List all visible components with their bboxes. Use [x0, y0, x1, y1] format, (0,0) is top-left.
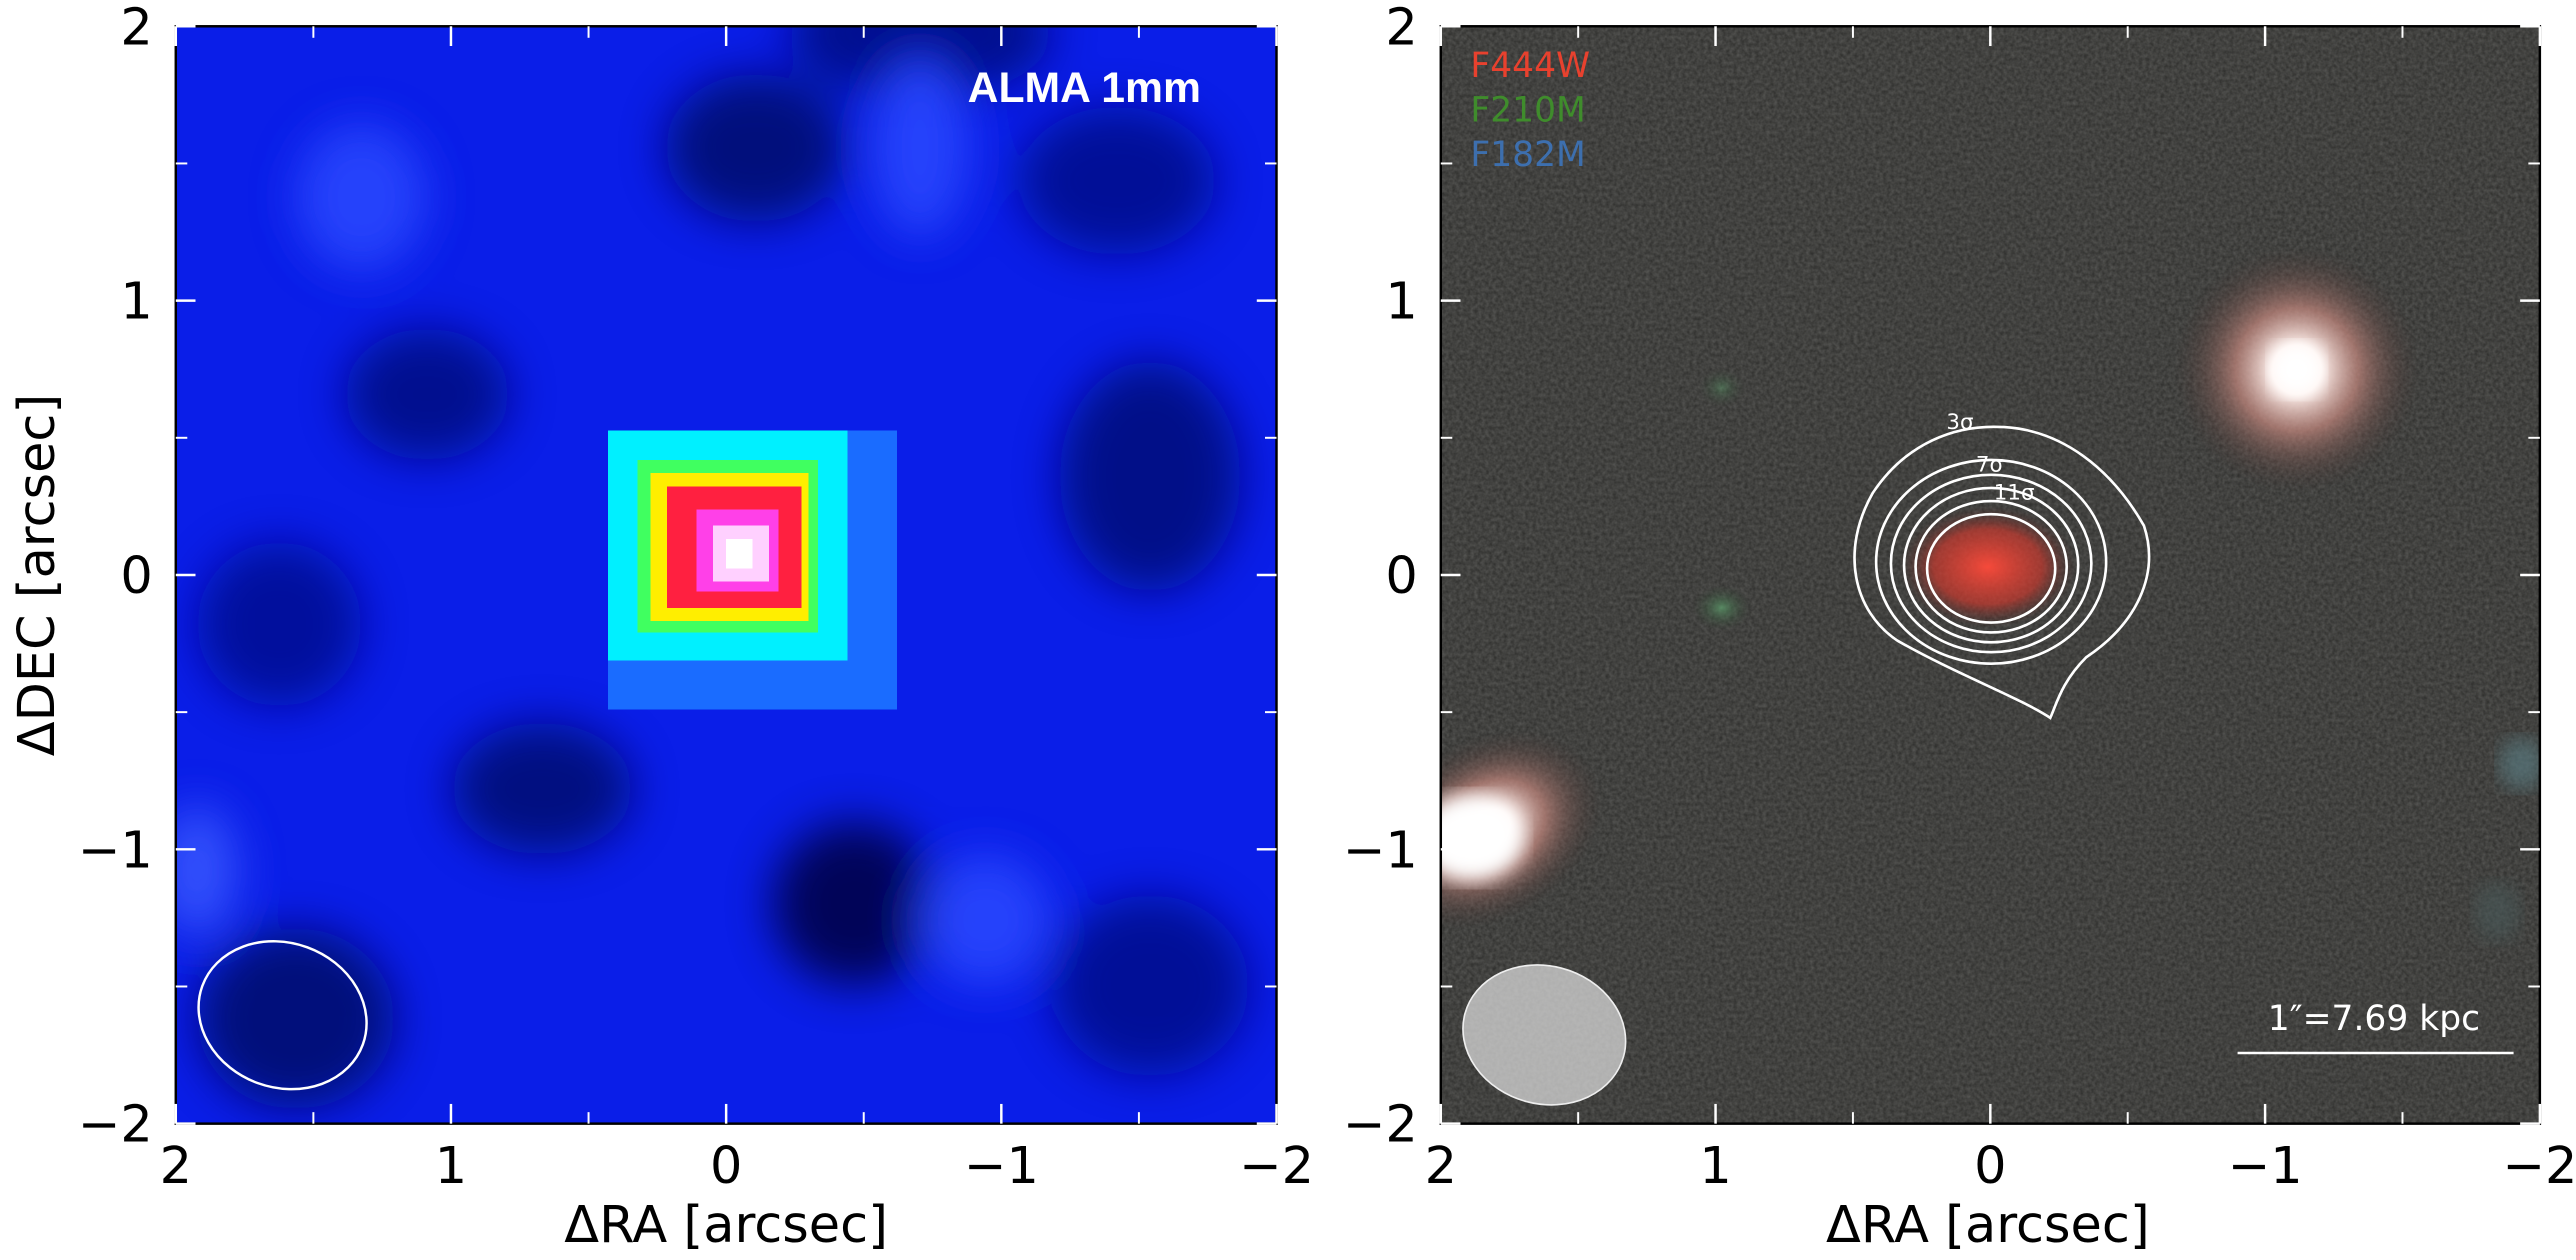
- scale-bar-label: 1″=7.69 kpc: [2268, 999, 2480, 1039]
- jwst-image: [1440, 26, 2540, 1124]
- panel-label: ALMA 1mm: [968, 64, 1201, 112]
- filter-label: F444W: [1470, 46, 1590, 86]
- x-axis-label: ΔRA [arcsec]: [564, 1196, 888, 1255]
- alma-image: [175, 26, 1277, 1124]
- y-tick-label: −2: [1343, 1096, 1418, 1155]
- x-tick-label: −2: [1239, 1137, 1314, 1196]
- x-tick-label: −1: [964, 1137, 1039, 1196]
- x-axis-label: ΔRA [arcsec]: [1826, 1196, 2150, 1255]
- y-tick-label: −1: [78, 821, 153, 880]
- x-tick-label: 2: [160, 1137, 192, 1196]
- y-tick-label: 1: [1385, 273, 1417, 332]
- x-tick-label: 1: [435, 1137, 467, 1196]
- contour-label: 3σ: [1946, 410, 1973, 435]
- y-tick-label: 2: [120, 0, 152, 57]
- contours: [1853, 425, 2151, 720]
- y-axis-label: ΔDEC [arcsec]: [8, 394, 67, 756]
- y-tick-label: 2: [1385, 0, 1417, 57]
- y-tick-label: −2: [78, 1096, 153, 1155]
- x-tick-label: 2: [1425, 1137, 1457, 1196]
- x-tick-label: −2: [2502, 1137, 2576, 1196]
- filter-label: F182M: [1470, 135, 1585, 175]
- y-tick-label: 0: [120, 547, 152, 606]
- x-tick-label: 0: [1974, 1137, 2006, 1196]
- x-tick-label: −1: [2228, 1137, 2303, 1196]
- y-tick-label: −1: [1343, 821, 1418, 880]
- y-tick-label: 1: [120, 273, 152, 332]
- filter-label: F210M: [1470, 91, 1585, 131]
- y-tick-label: 0: [1385, 547, 1417, 606]
- contour-label: 11σ: [1994, 480, 2035, 505]
- x-tick-label: 0: [710, 1137, 742, 1196]
- contour-label: 7σ: [1976, 452, 2003, 477]
- x-tick-label: 1: [1699, 1137, 1731, 1196]
